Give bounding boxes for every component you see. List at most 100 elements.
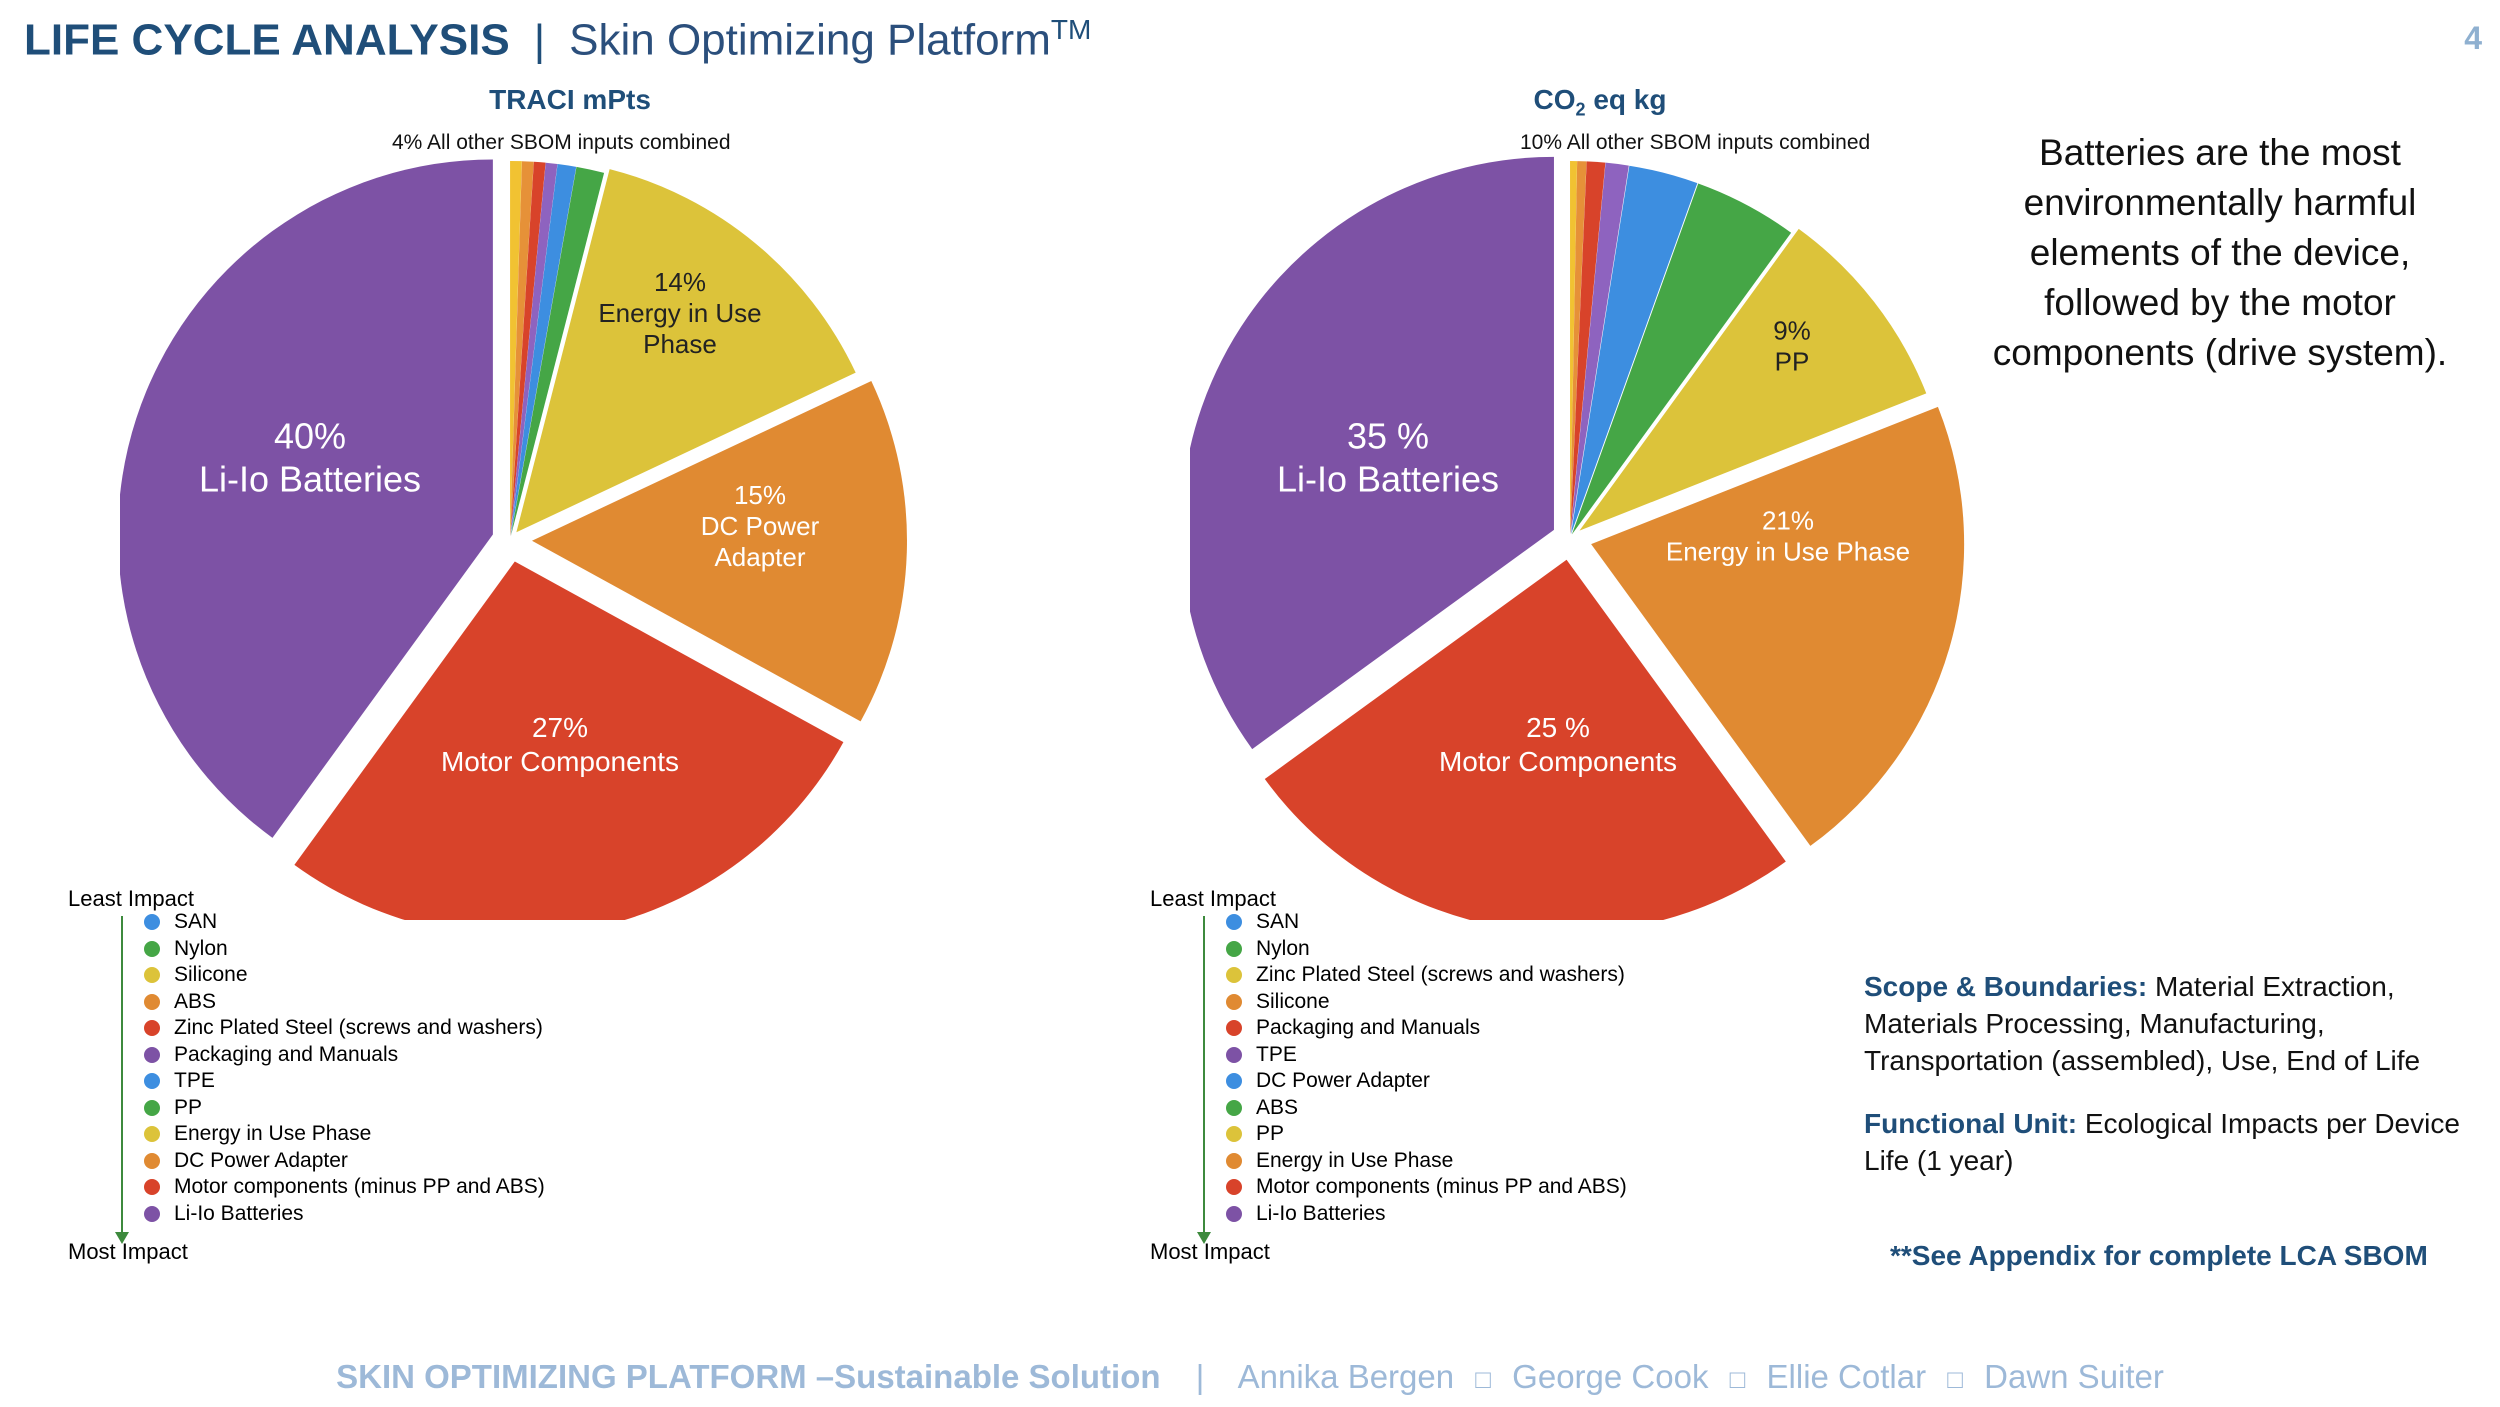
slice-label-line: PP (1775, 347, 1810, 377)
legend-label: TPE (1256, 1042, 1297, 1066)
legend-label: DC Power Adapter (1256, 1069, 1430, 1092)
legend-dot-icon (144, 1099, 160, 1116)
legend-label: Nylon (1256, 936, 1310, 960)
slice-label-line: Energy in Use (598, 298, 761, 328)
legend-least-impact: Least Impact (68, 886, 194, 911)
scope-paragraph: Scope & Boundaries: Material Extraction,… (1864, 968, 2464, 1079)
legend-item: Zinc Plated Steel (screws and washers) (144, 1015, 545, 1042)
pie-slice-purple (1570, 162, 1629, 535)
pie-slice-yellow (510, 161, 522, 537)
pie-slice-dc-power-adapter (531, 381, 907, 722)
slice-label: 40% Li-Io Batteries (199, 415, 421, 499)
legend-arrow-head-icon (1197, 1232, 1211, 1244)
pie-slice-pp (1579, 228, 1927, 531)
legend-dot-icon (144, 1152, 160, 1169)
legend-dot-icon (1226, 967, 1242, 984)
legend-item: ABS (144, 989, 545, 1016)
title-bold: LIFE CYCLE ANALYSIS (24, 15, 510, 65)
slice-label-line: DC Power (701, 511, 820, 541)
legend-item: DC Power Adapter (1226, 1068, 1627, 1095)
pie-slice-orange (510, 161, 534, 537)
chart1-title: TRACI mPts (489, 84, 651, 115)
legend-dot-icon (1226, 1020, 1242, 1037)
legend-arrow-line (1203, 916, 1205, 1234)
slice-label-line: Motor Components (1439, 746, 1677, 777)
unit-label: Functional Unit: (1864, 1108, 2078, 1139)
footer: SKIN OPTIMIZING PLATFORM –Sustainable So… (0, 1358, 2500, 1396)
legend-dot-icon (1226, 914, 1242, 931)
footer-name-separator: □ (1729, 1364, 1746, 1394)
legend-label: Li-Io Batteries (1256, 1201, 1386, 1225)
legend-arrow-line (121, 916, 123, 1234)
legend-item: Nylon (144, 936, 545, 963)
legend-label: Zinc Plated Steel (screws and washers) (1256, 963, 1625, 986)
legend-dot-icon (1226, 993, 1242, 1010)
legend-label: Silicone (174, 963, 248, 986)
legend-dot-icon (144, 1179, 160, 1196)
pie-slice-energy-in-use-phase (516, 169, 856, 533)
slice-label: 9% PP (1773, 315, 1811, 376)
legend-label: ABS (174, 989, 217, 1013)
legend-least-impact: Least Impact (1150, 886, 1276, 911)
legend-dot-icon (144, 967, 160, 984)
legend-list: SAN Nylon Zinc Plated Steel (screws and wa… (1226, 909, 1627, 1227)
legend-label: Energy in Use Phase (1256, 1148, 1454, 1172)
slice-label-line: Motor Components (441, 746, 679, 777)
legend-item: Silicone (1226, 989, 1627, 1016)
pie-slice-motor-components (294, 561, 844, 920)
chart2-pie: 35 % Li-Io Batteries 9% PP 21% Energy in Use … (1190, 156, 1965, 920)
chart2-legend: Least Impact SAN Nylon Zinc Plated Steel (… (1150, 886, 1850, 1276)
legend-dot-icon (144, 1073, 160, 1090)
slice-label-line: Li-Io Batteries (199, 459, 421, 500)
slice-label-line: Adapter (714, 542, 805, 572)
pie-slice-orange (1570, 161, 1587, 535)
legend-dot-icon (144, 940, 160, 957)
legend-label: Packaging and Manuals (1256, 1016, 1481, 1039)
chart2-title-rest: eq kg (1585, 84, 1667, 115)
legend-label: SAN (174, 910, 218, 933)
pie-slice-green (510, 166, 605, 537)
footer-separator: | (1195, 1358, 1205, 1395)
slice-label-line: 9% (1773, 315, 1811, 345)
footer-bold: SKIN OPTIMIZING PLATFORM –Sustainable So… (336, 1358, 1161, 1395)
legend-label: Li-Io Batteries (174, 1201, 304, 1225)
pie-slice-red (1570, 161, 1606, 535)
legend-item: SAN (1226, 909, 1627, 936)
legend-label: PP (1256, 1122, 1285, 1145)
legend-dot-icon (1226, 1099, 1242, 1116)
legend-item: TPE (1226, 1042, 1627, 1069)
legend-dot-icon (1226, 940, 1242, 957)
chart2-title-sub: 2 (1575, 99, 1586, 120)
slice-label-line: 14% (654, 267, 706, 297)
legend-item: Energy in Use Phase (144, 1121, 545, 1148)
scope-box: Scope & Boundaries: Material Extraction,… (1864, 968, 2464, 1205)
pie-slice-blue (1570, 165, 1698, 535)
pie-slice-motor-components (1264, 559, 1786, 920)
legend-item: Li-Io Batteries (1226, 1201, 1627, 1228)
legend-most-impact: Most Impact (1150, 1239, 1270, 1264)
legend-dot-icon (144, 1020, 160, 1037)
pie-slice-yellow (1570, 161, 1578, 535)
legend-label: PP (174, 1095, 203, 1119)
pie-slice-blue (510, 164, 577, 537)
legend-item: ABS (1226, 1095, 1627, 1122)
legend-label: Energy in Use Phase (174, 1122, 372, 1145)
chart1-legend: Least Impact SAN Nylon Silicone ABS Zinc Pla… (68, 886, 768, 1276)
footer-name-separator: □ (1947, 1364, 1963, 1394)
slice-label-line: Energy in Use Phase (1666, 537, 1910, 567)
chart2-title: CO2 eq kg (1500, 84, 1700, 121)
legend-label: Zinc Plated Steel (screws and washers) (174, 1016, 543, 1039)
legend-label: DC Power Adapter (174, 1148, 348, 1172)
page-title: LIFE CYCLE ANALYSIS | Skin Optimizing Plat… (24, 14, 1091, 66)
legend-item: SAN (144, 909, 545, 936)
legend-label: SAN (1256, 910, 1300, 933)
chart2-top-note: 10% All other SBOM inputs combined (1520, 131, 1871, 154)
legend-item: Packaging and Manuals (144, 1042, 545, 1069)
legend-dot-icon (144, 1205, 160, 1222)
pie-slice-energy-in-use-phase (1591, 406, 1965, 846)
slice-label: 14% Energy in Use Phase (598, 267, 761, 359)
legend-dot-icon (1226, 1046, 1242, 1063)
legend-item: Li-Io Batteries (144, 1201, 545, 1228)
pie-slice-red (510, 161, 546, 537)
footer-name: George Cook (1512, 1358, 1709, 1395)
